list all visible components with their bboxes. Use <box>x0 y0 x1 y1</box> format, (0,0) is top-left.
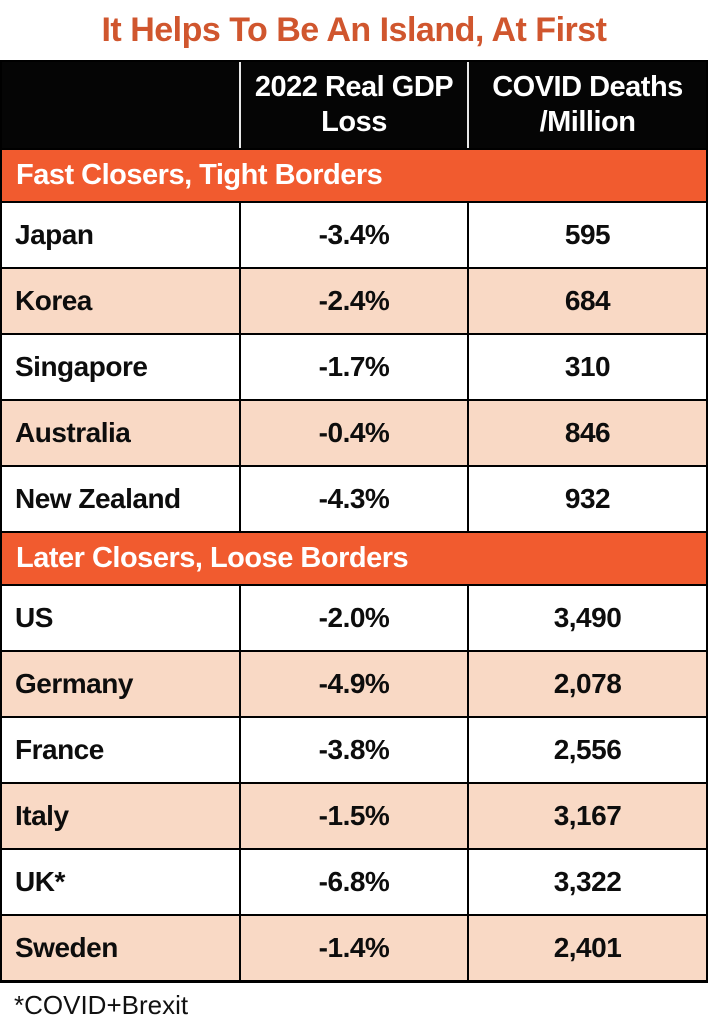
deaths-cell: 3,167 <box>467 784 706 848</box>
section-banner-fast-closers: Fast Closers, Tight Borders <box>2 148 706 201</box>
gdp-loss-cell: -3.8% <box>239 718 467 782</box>
deaths-cell: 3,490 <box>467 586 706 650</box>
country-cell: New Zealand <box>15 483 181 514</box>
header-cell-empty <box>2 62 239 148</box>
gdp-loss-cell: -1.4% <box>239 916 467 980</box>
gdp-loss-cell: -2.4% <box>239 269 467 333</box>
footnote: *COVID+Brexit <box>14 990 189 1020</box>
table-row-france: France -3.8% 2,556 <box>2 716 706 782</box>
table-row-singapore: Singapore -1.7% 310 <box>2 333 706 399</box>
gdp-loss-cell: -3.4% <box>239 203 467 267</box>
deaths-cell: 2,078 <box>467 652 706 716</box>
section-banner-later-closers: Later Closers, Loose Borders <box>2 531 706 584</box>
country-cell: Japan <box>15 219 94 250</box>
deaths-cell: 2,556 <box>467 718 706 782</box>
country-cell: France <box>15 734 104 765</box>
table-row-uk: UK* -6.8% 3,322 <box>2 848 706 914</box>
deaths-cell: 310 <box>467 335 706 399</box>
country-cell: Australia <box>15 417 131 448</box>
gdp-loss-cell: -1.7% <box>239 335 467 399</box>
country-cell: Korea <box>15 285 92 316</box>
country-cell: US <box>15 602 53 633</box>
deaths-cell: 595 <box>467 203 706 267</box>
header-deaths-line1: COVID Deaths <box>492 70 683 103</box>
country-cell: Singapore <box>15 351 148 382</box>
deaths-cell: 3,322 <box>467 850 706 914</box>
page-title: It Helps To Be An Island, At First <box>101 10 607 49</box>
table-row-korea: Korea -2.4% 684 <box>2 267 706 333</box>
country-cell: Italy <box>15 800 69 831</box>
header-cell-gdp-loss: 2022 Real GDP Loss <box>239 62 467 148</box>
country-cell: UK* <box>15 866 65 897</box>
gdp-loss-cell: -2.0% <box>239 586 467 650</box>
deaths-cell: 932 <box>467 467 706 531</box>
header-cell-covid-deaths: COVID Deaths /Million <box>467 62 706 148</box>
header-deaths-line2: /Million <box>539 106 636 138</box>
gdp-loss-cell: -1.5% <box>239 784 467 848</box>
table-row-germany: Germany -4.9% 2,078 <box>2 650 706 716</box>
table-row-japan: Japan -3.4% 595 <box>2 201 706 267</box>
country-cell: Germany <box>15 668 133 699</box>
deaths-cell: 2,401 <box>467 916 706 980</box>
gdp-loss-cell: -4.3% <box>239 467 467 531</box>
table-row-sweden: Sweden -1.4% 2,401 <box>2 914 706 980</box>
country-cell: Sweden <box>15 932 118 963</box>
table-row-italy: Italy -1.5% 3,167 <box>2 782 706 848</box>
gdp-loss-cell: -0.4% <box>239 401 467 465</box>
table-header-row: 2022 Real GDP Loss COVID Deaths /Million <box>2 62 706 148</box>
table-row-us: US -2.0% 3,490 <box>2 584 706 650</box>
gdp-loss-cell: -4.9% <box>239 652 467 716</box>
deaths-cell: 684 <box>467 269 706 333</box>
table-row-new-zealand: New Zealand -4.3% 932 <box>2 465 706 531</box>
table-row-australia: Australia -0.4% 846 <box>2 399 706 465</box>
deaths-cell: 846 <box>467 401 706 465</box>
data-table: 2022 Real GDP Loss COVID Deaths /Million… <box>0 60 708 983</box>
header-gdp-line1: 2022 Real GDP <box>254 70 454 103</box>
header-gdp-line2: Loss <box>321 106 387 138</box>
gdp-loss-cell: -6.8% <box>239 850 467 914</box>
